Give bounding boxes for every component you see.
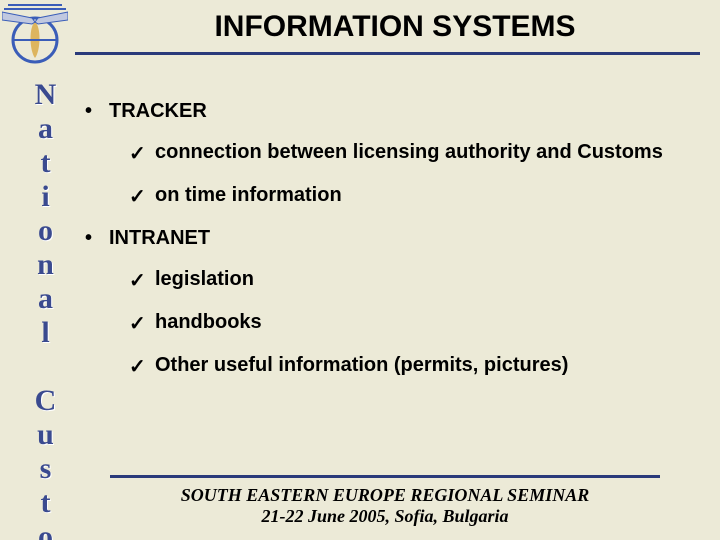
- bullet-dot-icon: •: [85, 227, 109, 250]
- footer-line1: SOUTH EASTERN EUROPE REGIONAL SEMINAR: [90, 485, 680, 507]
- bullet-l2: ✓ connection between licensing authority…: [129, 141, 690, 166]
- slide-title: INFORMATION SYSTEMS: [90, 10, 700, 44]
- footer: SOUTH EASTERN EUROPE REGIONAL SEMINAR 21…: [90, 485, 680, 528]
- sidebar: National Customs Agency: [0, 0, 70, 540]
- bullet-l1: • TRACKER: [85, 100, 690, 123]
- footer-rule: [110, 475, 660, 478]
- bullet-dot-icon: •: [85, 100, 109, 123]
- sidebar-org-text: National Customs Agency: [30, 78, 60, 498]
- content-area: • TRACKER ✓ connection between licensing…: [85, 100, 690, 397]
- bullet-l2: ✓ Other useful information (permits, pic…: [129, 354, 690, 379]
- bullet-l1-label: TRACKER: [109, 100, 207, 123]
- checkmark-icon: ✓: [129, 184, 155, 209]
- checkmark-icon: ✓: [129, 311, 155, 336]
- bullet-l2: ✓ legislation: [129, 268, 690, 293]
- bullet-l2-text: legislation: [155, 268, 690, 293]
- checkmark-icon: ✓: [129, 268, 155, 293]
- agency-logo: [0, 0, 70, 70]
- title-underline: [75, 52, 700, 55]
- checkmark-icon: ✓: [129, 141, 155, 166]
- checkmark-icon: ✓: [129, 354, 155, 379]
- footer-line2: 21-22 June 2005, Sofia, Bulgaria: [90, 506, 680, 528]
- bullet-l2-text: handbooks: [155, 311, 690, 336]
- bullet-l2-text: Other useful information (permits, pictu…: [155, 354, 690, 379]
- bullet-l2: ✓ on time information: [129, 184, 690, 209]
- bullet-l2-text: connection between licensing authority a…: [155, 141, 690, 166]
- bullet-l1-label: INTRANET: [109, 227, 210, 250]
- slide: National Customs Agency INFORMATION SYST…: [0, 0, 720, 540]
- bullet-l2-text: on time information: [155, 184, 690, 209]
- bullet-l2: ✓ handbooks: [129, 311, 690, 336]
- bullet-l1: • INTRANET: [85, 227, 690, 250]
- sidebar-org-name: National Customs Agency: [10, 78, 60, 498]
